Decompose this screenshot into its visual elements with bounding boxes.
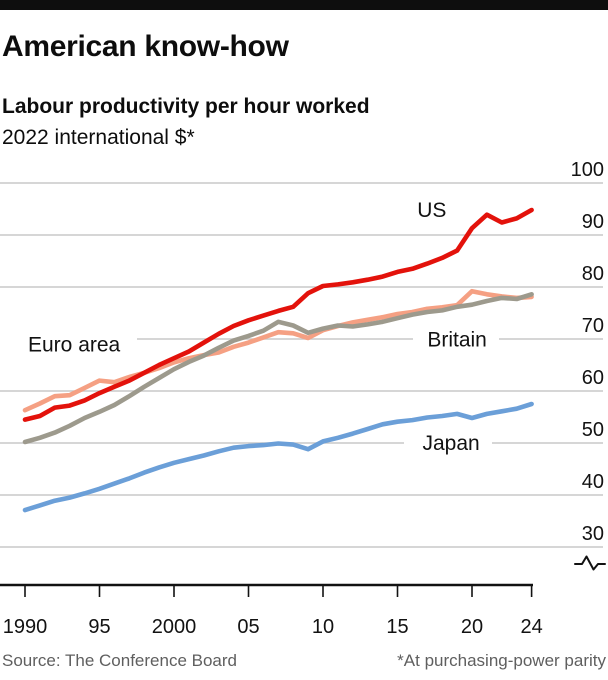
chart-title: American know-how xyxy=(2,30,289,63)
y-tick-label: 40 xyxy=(582,471,604,493)
x-tick-label: 24 xyxy=(520,616,542,638)
axis-break-icon xyxy=(574,555,606,571)
chart-unit-line: 2022 international $* xyxy=(2,126,195,149)
series-label-britain: Britain xyxy=(427,328,487,351)
y-tick-label: 80 xyxy=(582,263,604,285)
chart-footer: Source: The Conference Board *At purchas… xyxy=(2,651,606,671)
series-line-us xyxy=(22,207,534,422)
series-label-us: US xyxy=(417,199,446,222)
series-line-britain xyxy=(22,291,534,445)
x-tick-label: 1990 xyxy=(3,616,48,638)
x-tick-label: 15 xyxy=(386,616,408,638)
y-tick-label: 50 xyxy=(582,419,604,441)
series-label-japan: Japan xyxy=(422,432,479,455)
series-label-euro-area: Euro area xyxy=(28,334,121,357)
y-tick-label: 100 xyxy=(571,159,604,181)
x-tick-label: 10 xyxy=(312,616,334,638)
source-note: Source: The Conference Board xyxy=(2,651,237,670)
y-tick-label: 60 xyxy=(582,367,604,389)
x-tick-label: 95 xyxy=(88,616,110,638)
y-tick-label: 70 xyxy=(582,315,604,337)
x-tick-label: 05 xyxy=(237,616,259,638)
footnote: *At purchasing-power parity xyxy=(397,651,606,670)
y-tick-label: 30 xyxy=(582,523,604,545)
y-tick-label: 90 xyxy=(582,211,604,233)
series-line-japan xyxy=(22,401,534,513)
chart-subtitle: Labour productivity per hour worked xyxy=(2,95,370,118)
x-tick-label: 20 xyxy=(461,616,483,638)
top-rule xyxy=(0,0,608,10)
x-tick-label: 2000 xyxy=(152,616,197,638)
series-line-euro-area xyxy=(22,288,534,413)
